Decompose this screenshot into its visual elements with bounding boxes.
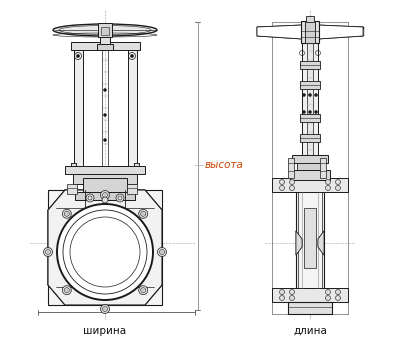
Bar — [292, 155, 328, 163]
Bar — [101, 27, 109, 35]
Circle shape — [302, 110, 306, 113]
Circle shape — [326, 180, 330, 184]
Bar — [288, 302, 332, 314]
Circle shape — [308, 93, 312, 97]
Circle shape — [104, 113, 106, 117]
Circle shape — [290, 185, 294, 191]
Bar — [304, 208, 316, 268]
Circle shape — [314, 110, 318, 113]
Bar — [97, 44, 113, 50]
Ellipse shape — [53, 24, 157, 36]
Circle shape — [158, 247, 166, 256]
Bar — [74, 48, 83, 168]
Bar — [75, 192, 135, 200]
Circle shape — [139, 286, 148, 295]
Circle shape — [336, 185, 340, 191]
Circle shape — [290, 295, 294, 300]
Circle shape — [139, 209, 148, 218]
Circle shape — [302, 93, 306, 97]
Circle shape — [62, 209, 71, 218]
Polygon shape — [134, 163, 139, 173]
Circle shape — [100, 191, 110, 200]
Circle shape — [130, 55, 134, 57]
Circle shape — [280, 185, 284, 191]
Bar — [320, 158, 326, 178]
Circle shape — [116, 194, 124, 202]
Circle shape — [280, 180, 284, 184]
Bar — [258, 27, 303, 36]
Bar — [290, 170, 330, 180]
Bar — [65, 166, 145, 174]
Circle shape — [104, 138, 106, 142]
Circle shape — [100, 304, 110, 313]
Text: ширина: ширина — [84, 326, 126, 336]
Circle shape — [44, 247, 52, 256]
Circle shape — [290, 180, 294, 184]
Bar — [300, 61, 320, 69]
Bar — [319, 27, 364, 36]
Circle shape — [102, 197, 108, 203]
Bar — [307, 43, 313, 168]
Polygon shape — [318, 25, 363, 39]
Bar — [302, 43, 318, 168]
Circle shape — [314, 93, 318, 97]
Text: длина: длина — [293, 326, 327, 336]
Circle shape — [326, 290, 330, 294]
Text: высота: высота — [205, 160, 244, 170]
Bar — [48, 190, 162, 305]
Polygon shape — [318, 231, 324, 255]
Bar — [128, 48, 137, 168]
Bar — [83, 178, 127, 192]
Bar — [301, 21, 319, 43]
Bar — [98, 23, 112, 37]
Circle shape — [336, 295, 340, 300]
Polygon shape — [257, 25, 302, 39]
Bar — [288, 158, 294, 178]
Bar — [300, 114, 320, 122]
Circle shape — [104, 89, 106, 91]
Bar — [272, 288, 348, 302]
Circle shape — [326, 295, 330, 300]
Circle shape — [280, 295, 284, 300]
Bar — [67, 184, 77, 194]
Polygon shape — [48, 190, 162, 305]
Circle shape — [57, 204, 153, 300]
Bar — [297, 163, 323, 171]
Bar — [127, 184, 137, 194]
Bar — [296, 178, 324, 302]
Bar — [305, 21, 315, 43]
Circle shape — [336, 180, 340, 184]
Polygon shape — [296, 231, 302, 255]
Bar — [73, 174, 137, 184]
Circle shape — [86, 194, 94, 202]
Circle shape — [280, 290, 284, 294]
Polygon shape — [71, 163, 76, 173]
Bar — [300, 81, 320, 89]
Bar — [71, 42, 140, 50]
Bar — [300, 134, 320, 142]
Bar — [306, 16, 314, 22]
Circle shape — [62, 286, 71, 295]
Circle shape — [290, 290, 294, 294]
Circle shape — [336, 290, 340, 294]
Bar — [272, 178, 348, 192]
Circle shape — [308, 110, 312, 113]
Circle shape — [76, 55, 80, 57]
Bar — [100, 37, 110, 44]
Circle shape — [326, 185, 330, 191]
